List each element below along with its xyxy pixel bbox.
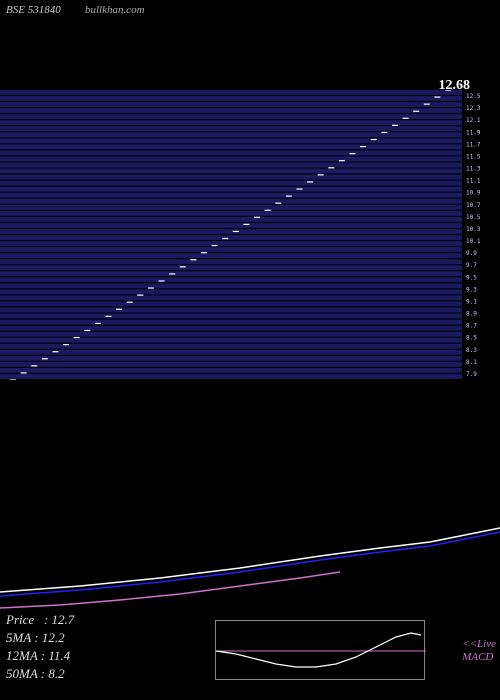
svg-text:8.7: 8.7 <box>466 323 477 330</box>
svg-text:8.1: 8.1 <box>466 359 477 366</box>
svg-text:9.1: 9.1 <box>466 298 477 305</box>
svg-text:12.3: 12.3 <box>466 105 481 112</box>
svg-text:11.5: 11.5 <box>466 153 481 160</box>
svg-text:8.9: 8.9 <box>466 311 477 318</box>
svg-text:9.7: 9.7 <box>466 262 477 269</box>
ma12-info: 12MA : 11.4 <box>6 648 70 664</box>
svg-text:11.3: 11.3 <box>466 166 481 173</box>
macd-svg <box>216 621 426 681</box>
macd-label: <<LiveMACD <box>462 638 496 664</box>
svg-text:11.1: 11.1 <box>466 178 481 185</box>
svg-text:10.1: 10.1 <box>466 238 481 245</box>
svg-text:10.9: 10.9 <box>466 190 481 197</box>
svg-text:11.7: 11.7 <box>466 141 481 148</box>
svg-text:8.5: 8.5 <box>466 335 477 342</box>
ma-lines-chart <box>0 520 500 610</box>
svg-text:7.9: 7.9 <box>466 371 477 378</box>
svg-text:11.9: 11.9 <box>466 129 481 136</box>
svg-text:12.5: 12.5 <box>466 93 481 100</box>
svg-text:8.3: 8.3 <box>466 347 477 354</box>
price-info: Price : 12.7 <box>6 612 74 628</box>
svg-text:9.5: 9.5 <box>466 274 477 281</box>
ticker-label: BSE 531840 <box>6 4 61 16</box>
svg-text:10.3: 10.3 <box>466 226 481 233</box>
svg-text:10.7: 10.7 <box>466 202 481 209</box>
macd-inset <box>215 620 425 680</box>
main-price-chart: 12.5 12.3 12.1 11.9 11.7 11.5 11.3 11.1 10.9 10.7… <box>0 90 500 380</box>
svg-text:12.1: 12.1 <box>466 117 481 124</box>
svg-text:9.3: 9.3 <box>466 286 477 293</box>
svg-text:10.5: 10.5 <box>466 214 481 221</box>
ma5-info: 5MA : 12.2 <box>6 630 65 646</box>
source-label: bullkhan.com <box>85 4 145 16</box>
ma50-info: 50MA : 8.2 <box>6 666 65 682</box>
svg-text:9.9: 9.9 <box>466 250 477 257</box>
